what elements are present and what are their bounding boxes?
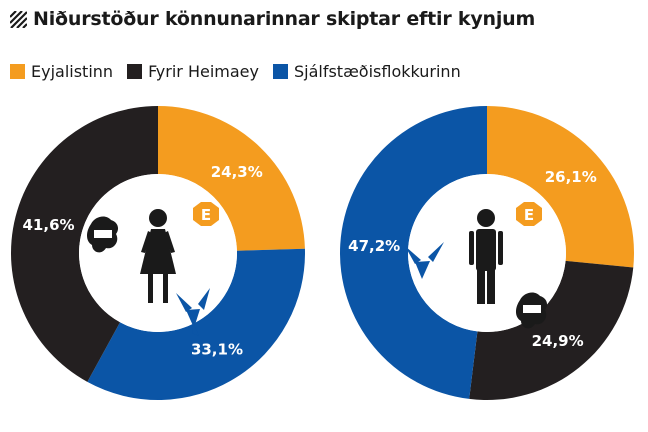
legend-item-eyjalistinn: Eyjalistinn	[10, 62, 113, 81]
legend-label-heimaey: Fyrir Heimaey	[148, 62, 259, 81]
heimaey-logo-icon	[87, 216, 119, 253]
slice-men-1	[469, 260, 634, 400]
heimaey-logo-icon	[516, 292, 548, 329]
slice-label-women-2: 41,6%	[23, 216, 75, 234]
eyjalistinn-logo-icon: E	[516, 202, 542, 226]
slice-label-men-2: 47,2%	[348, 237, 400, 255]
slice-label-men-1: 24,9%	[532, 332, 584, 350]
legend: Eyjalistinn Fyrir Heimaey Sjálfstæðisflo…	[10, 62, 475, 81]
eyjalistinn-logo-letter: E	[524, 206, 534, 224]
title-row: Niðurstöður könnunarinnar skiptar eftir …	[10, 8, 535, 30]
slice-label-men-0: 26,1%	[545, 168, 597, 186]
eyjalistinn-logo-icon: E	[193, 202, 219, 226]
legend-label-eyjalistinn: Eyjalistinn	[31, 62, 114, 81]
male-figure-icon	[469, 209, 503, 304]
donut-men: 26,1% 24,9% 47,2%	[340, 106, 634, 400]
hatch-icon	[10, 10, 27, 28]
legend-item-sjalfstaedis: Sjálfstæðisflokkurinn	[272, 62, 461, 81]
legend-swatch-eyjalistinn	[10, 64, 25, 79]
female-figure-icon	[140, 209, 176, 303]
slice-men-2	[340, 106, 487, 399]
slice-women-2	[11, 106, 158, 382]
legend-label-sjalfstaedis: Sjálfstæðisflokkurinn	[293, 62, 461, 81]
eyjalistinn-logo-letter: E	[201, 206, 211, 224]
slice-women-1	[87, 248, 305, 400]
falcon-logo-icon	[405, 242, 444, 279]
legend-swatch-heimaey	[127, 64, 143, 79]
slice-label-women-1: 33,1%	[191, 340, 243, 358]
falcon-logo-icon	[176, 288, 210, 336]
chart-title: Niðurstöður könnunarinnar skiptar eftir …	[33, 8, 536, 30]
slice-women-0	[158, 106, 305, 251]
legend-item-heimaey: Fyrir Heimaey	[127, 62, 259, 81]
legend-swatch-sjalfstaedis	[272, 64, 288, 79]
slice-men-0	[487, 106, 634, 268]
slice-label-women-0: 24,3%	[211, 163, 263, 181]
